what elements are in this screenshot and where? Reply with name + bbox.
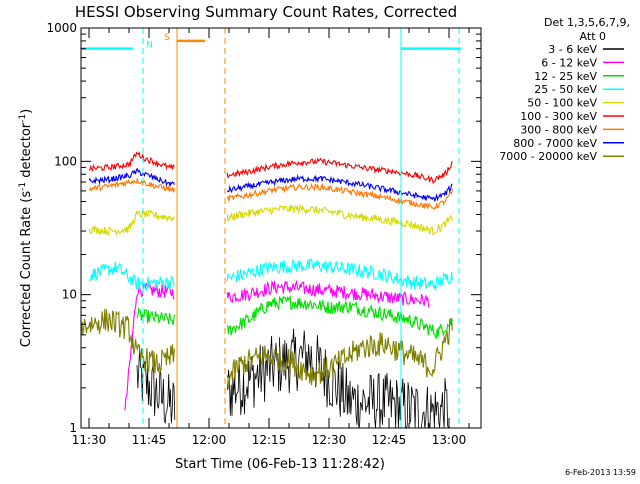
series-line-9 [80,308,453,389]
series-line-7 [88,178,453,210]
chart-title: HESSI Observing Summary Count Rates, Cor… [75,3,457,21]
y-tick-label: 100 [54,154,77,168]
legend-label-7: 300 - 800 keV [520,123,597,136]
x-tick-label: 12:30 [312,433,347,447]
x-tick-label: 11:45 [132,433,167,447]
axes: 11:30 11:45 12:00 12:15 12:30 12:45 13:00 1 10 10… [46,21,482,447]
series-line-6 [89,151,453,185]
x-tick-label: 12:00 [192,433,227,447]
legend-label-5: 50 - 100 keV [527,97,597,110]
legend-label-6: 100 - 300 keV [520,110,597,123]
x-axis-label: Start Time (06-Feb-13 11:28:42) [175,457,385,472]
series-line-8 [88,167,453,202]
x-tick-label: 12:45 [372,433,407,447]
legend-label-9: 7000 - 20000 keV [499,150,597,163]
legend-label-8: 800 - 7000 keV [513,137,597,150]
y-tick-label: 10 [62,288,77,302]
segment-label-1: N [146,41,153,51]
x-tick-label: 12:15 [252,433,287,447]
legend-label-3: 12 - 25 keV [534,70,597,83]
segment-label-2: S [164,33,170,43]
y-axis-label-end: ) [19,109,34,114]
legend-label-2: 6 - 12 keV [541,56,597,69]
legend-label-4: 25 - 50 keV [534,83,597,96]
series-line-5 [88,203,453,237]
series-line-3 [136,294,454,339]
y-axis-label-sup1: -1 [18,182,28,191]
x-tick-label: 13:00 [432,433,467,447]
legend-label-1: 3 - 6 keV [548,43,597,56]
y-tick-label: 1000 [46,21,77,35]
plot-frame [80,27,482,429]
y-axis-label-main: Corrected Count Rate (s [19,191,34,348]
legend-header-attenuator: Att 0 [580,30,606,43]
footer-timestamp: 6-Feb-2013 13:59 [565,468,636,477]
y-axis-label: Corrected Count Rate (s-1 detector-1) [18,109,34,347]
y-axis-label-mid: detector [19,122,34,182]
x-tick-label: 11:30 [72,433,107,447]
series-line-4 [88,258,453,291]
y-axis-label-sup2: -1 [18,114,28,123]
y-tick-label: 1 [69,421,77,435]
plot-area: NS [80,28,461,429]
legend-header-detectors: Det 1,3,5,6,7,9, [544,16,630,29]
